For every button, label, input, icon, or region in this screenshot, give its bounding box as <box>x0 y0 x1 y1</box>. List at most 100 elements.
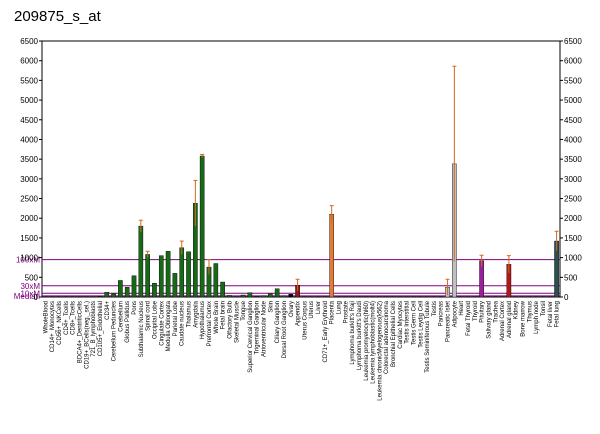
y-tick-label-left: 2000 <box>20 214 38 223</box>
x-tick-label: CD14+_Monocytes <box>50 301 56 352</box>
reference-line-label: Median <box>14 292 40 301</box>
bar <box>97 296 103 298</box>
reference-line-label: 10xM <box>20 289 40 298</box>
x-tick-label: WholeBlood <box>43 301 49 333</box>
x-tick-label: CD71+_Early Erythroid <box>323 301 329 363</box>
y-tick-label-right: 6000 <box>564 57 582 66</box>
bar <box>124 286 130 298</box>
x-tick-label: Thalamus <box>187 301 193 327</box>
x-tick-label: Atrioventricular Node <box>262 300 268 357</box>
x-tick-label: Bronchial Epithelial Cells <box>391 301 397 367</box>
y-axis-left: 0 500 1000 1500 2000 2500 3000 3500 4000 4500 5000… <box>20 37 42 302</box>
y-tick-label-right: 1000 <box>564 254 582 263</box>
x-tick-label: Medulla Oblongata <box>166 300 172 351</box>
bar <box>118 280 123 298</box>
y-tick-label-right: 2500 <box>564 195 582 204</box>
reference-line-label: 100xM <box>16 256 40 265</box>
y-tick-label-left: 5500 <box>20 76 38 85</box>
y-tick-label-right: 4000 <box>564 135 582 144</box>
x-tick-label: Lymph node <box>534 300 540 333</box>
x-tick-label: Lymphoma burkitt's Raji <box>350 301 356 365</box>
x-tick-label: Leukemia promyelocytic(hl60) <box>364 301 370 381</box>
y-tick-label-right: 4500 <box>564 116 582 125</box>
bar <box>131 275 137 298</box>
x-axis: WholeBlood CD14+_Monocytes CD56+_NKCells CD… <box>43 300 560 400</box>
x-tick-label: Skin <box>268 301 274 313</box>
x-tick-label: Thymus <box>527 301 533 322</box>
bar <box>274 288 280 298</box>
y-axis-right: 0 500 1000 1500 2000 2500 3000 3500 4000 4500 5000… <box>560 37 582 302</box>
x-tick-label: Liver <box>316 301 322 314</box>
bar <box>261 295 266 298</box>
x-tick-label: Testis Interstitial <box>405 301 411 344</box>
y-tick-label-right: 5500 <box>564 76 582 85</box>
bar <box>240 294 246 298</box>
x-tick-label: Hypothalamus <box>200 301 206 339</box>
y-tick-label-left: 6500 <box>20 37 38 46</box>
y-tick-label-right: 500 <box>564 273 578 282</box>
bar <box>329 214 334 298</box>
y-tick-label-right: 1500 <box>564 234 582 243</box>
x-tick-label: Uterus <box>309 301 315 319</box>
x-tick-label: Tongue <box>241 300 247 320</box>
x-tick-label: Whole Brain <box>214 301 220 334</box>
y-tick-label-left: 1500 <box>20 234 38 243</box>
x-tick-label: Pituitary <box>480 301 486 323</box>
x-tick-label: Kidney <box>514 301 520 319</box>
x-tick-label: Lymphoma burkitt's Daudi <box>357 301 363 370</box>
x-tick-label: BDCA4+_DentriticCells <box>77 301 83 363</box>
bar <box>158 255 164 298</box>
y-tick-label-left: 1000 <box>20 254 38 263</box>
x-tick-label: Fetal Thyroid <box>466 301 472 336</box>
y-tick-label-left: 500 <box>25 273 39 282</box>
bar <box>227 295 232 298</box>
y-tick-label-left: 3500 <box>20 155 38 164</box>
x-tick-label: Cerebellum Peduncles <box>112 301 118 361</box>
x-tick-label: Adrenal Cortex <box>500 301 506 341</box>
x-tick-label: Globus Pallidus <box>125 301 131 343</box>
bar <box>179 247 185 298</box>
x-tick-label: Parietal Lobe <box>173 300 179 336</box>
bar <box>247 292 253 298</box>
x-tick-label: Uterus Corpus <box>302 301 308 340</box>
bar <box>288 294 294 298</box>
x-tick-label: Leukemia chronicMyelogenous(k562) <box>377 301 383 401</box>
y-tick-label-left: 4000 <box>20 135 38 144</box>
x-tick-label: Dorsal Root Ganglion <box>282 301 288 358</box>
x-tick-label: Adrenal gland <box>507 301 513 338</box>
x-tick-label: Salivary gland <box>486 301 492 339</box>
y-tick-label-left: 3000 <box>20 175 38 184</box>
chart-title: 209875_s_at <box>14 8 101 25</box>
x-tick-label: Pons <box>132 301 138 315</box>
bar <box>220 281 225 298</box>
bar <box>199 155 205 298</box>
bar <box>268 293 273 298</box>
bar <box>138 225 144 298</box>
x-tick-label: Cerebellum <box>118 301 124 332</box>
x-tick-label: Fetal liver <box>548 301 554 327</box>
x-tick-label: Tonsil <box>541 301 547 316</box>
bar <box>172 273 178 298</box>
y-tick-label-right: 3000 <box>564 175 582 184</box>
bar <box>186 251 191 298</box>
x-tick-label: Superior Cervical Ganglion <box>248 301 254 373</box>
x-tick-label: CD105+_Endothelial <box>98 301 104 356</box>
x-tick-label: Occipital Lobe <box>152 300 158 339</box>
y-tick-label-left: 0 <box>34 293 39 302</box>
x-tick-label: Trigeminal Ganglion <box>255 301 261 354</box>
bar <box>104 292 110 298</box>
y-tick-label-left: 4500 <box>20 116 38 125</box>
x-tick-label: Ciliary Ganglion <box>275 301 281 343</box>
y-tick-label-right: 2000 <box>564 214 582 223</box>
x-tick-label: Subthalamic Nucleus <box>139 301 145 357</box>
bar <box>213 263 219 298</box>
x-tick-label: Prefrontal Cortex <box>207 301 213 346</box>
x-tick-label: 721_B_lymphoblasts <box>91 301 97 357</box>
x-tick-label: Heart <box>459 301 465 316</box>
x-tick-label: Caudate nucleus <box>180 301 186 346</box>
y-tick-label-left: 6000 <box>20 57 38 66</box>
x-tick-label: Fetal brain <box>221 301 227 329</box>
bar <box>152 283 157 298</box>
x-tick-label: Spinal cord <box>146 301 152 331</box>
